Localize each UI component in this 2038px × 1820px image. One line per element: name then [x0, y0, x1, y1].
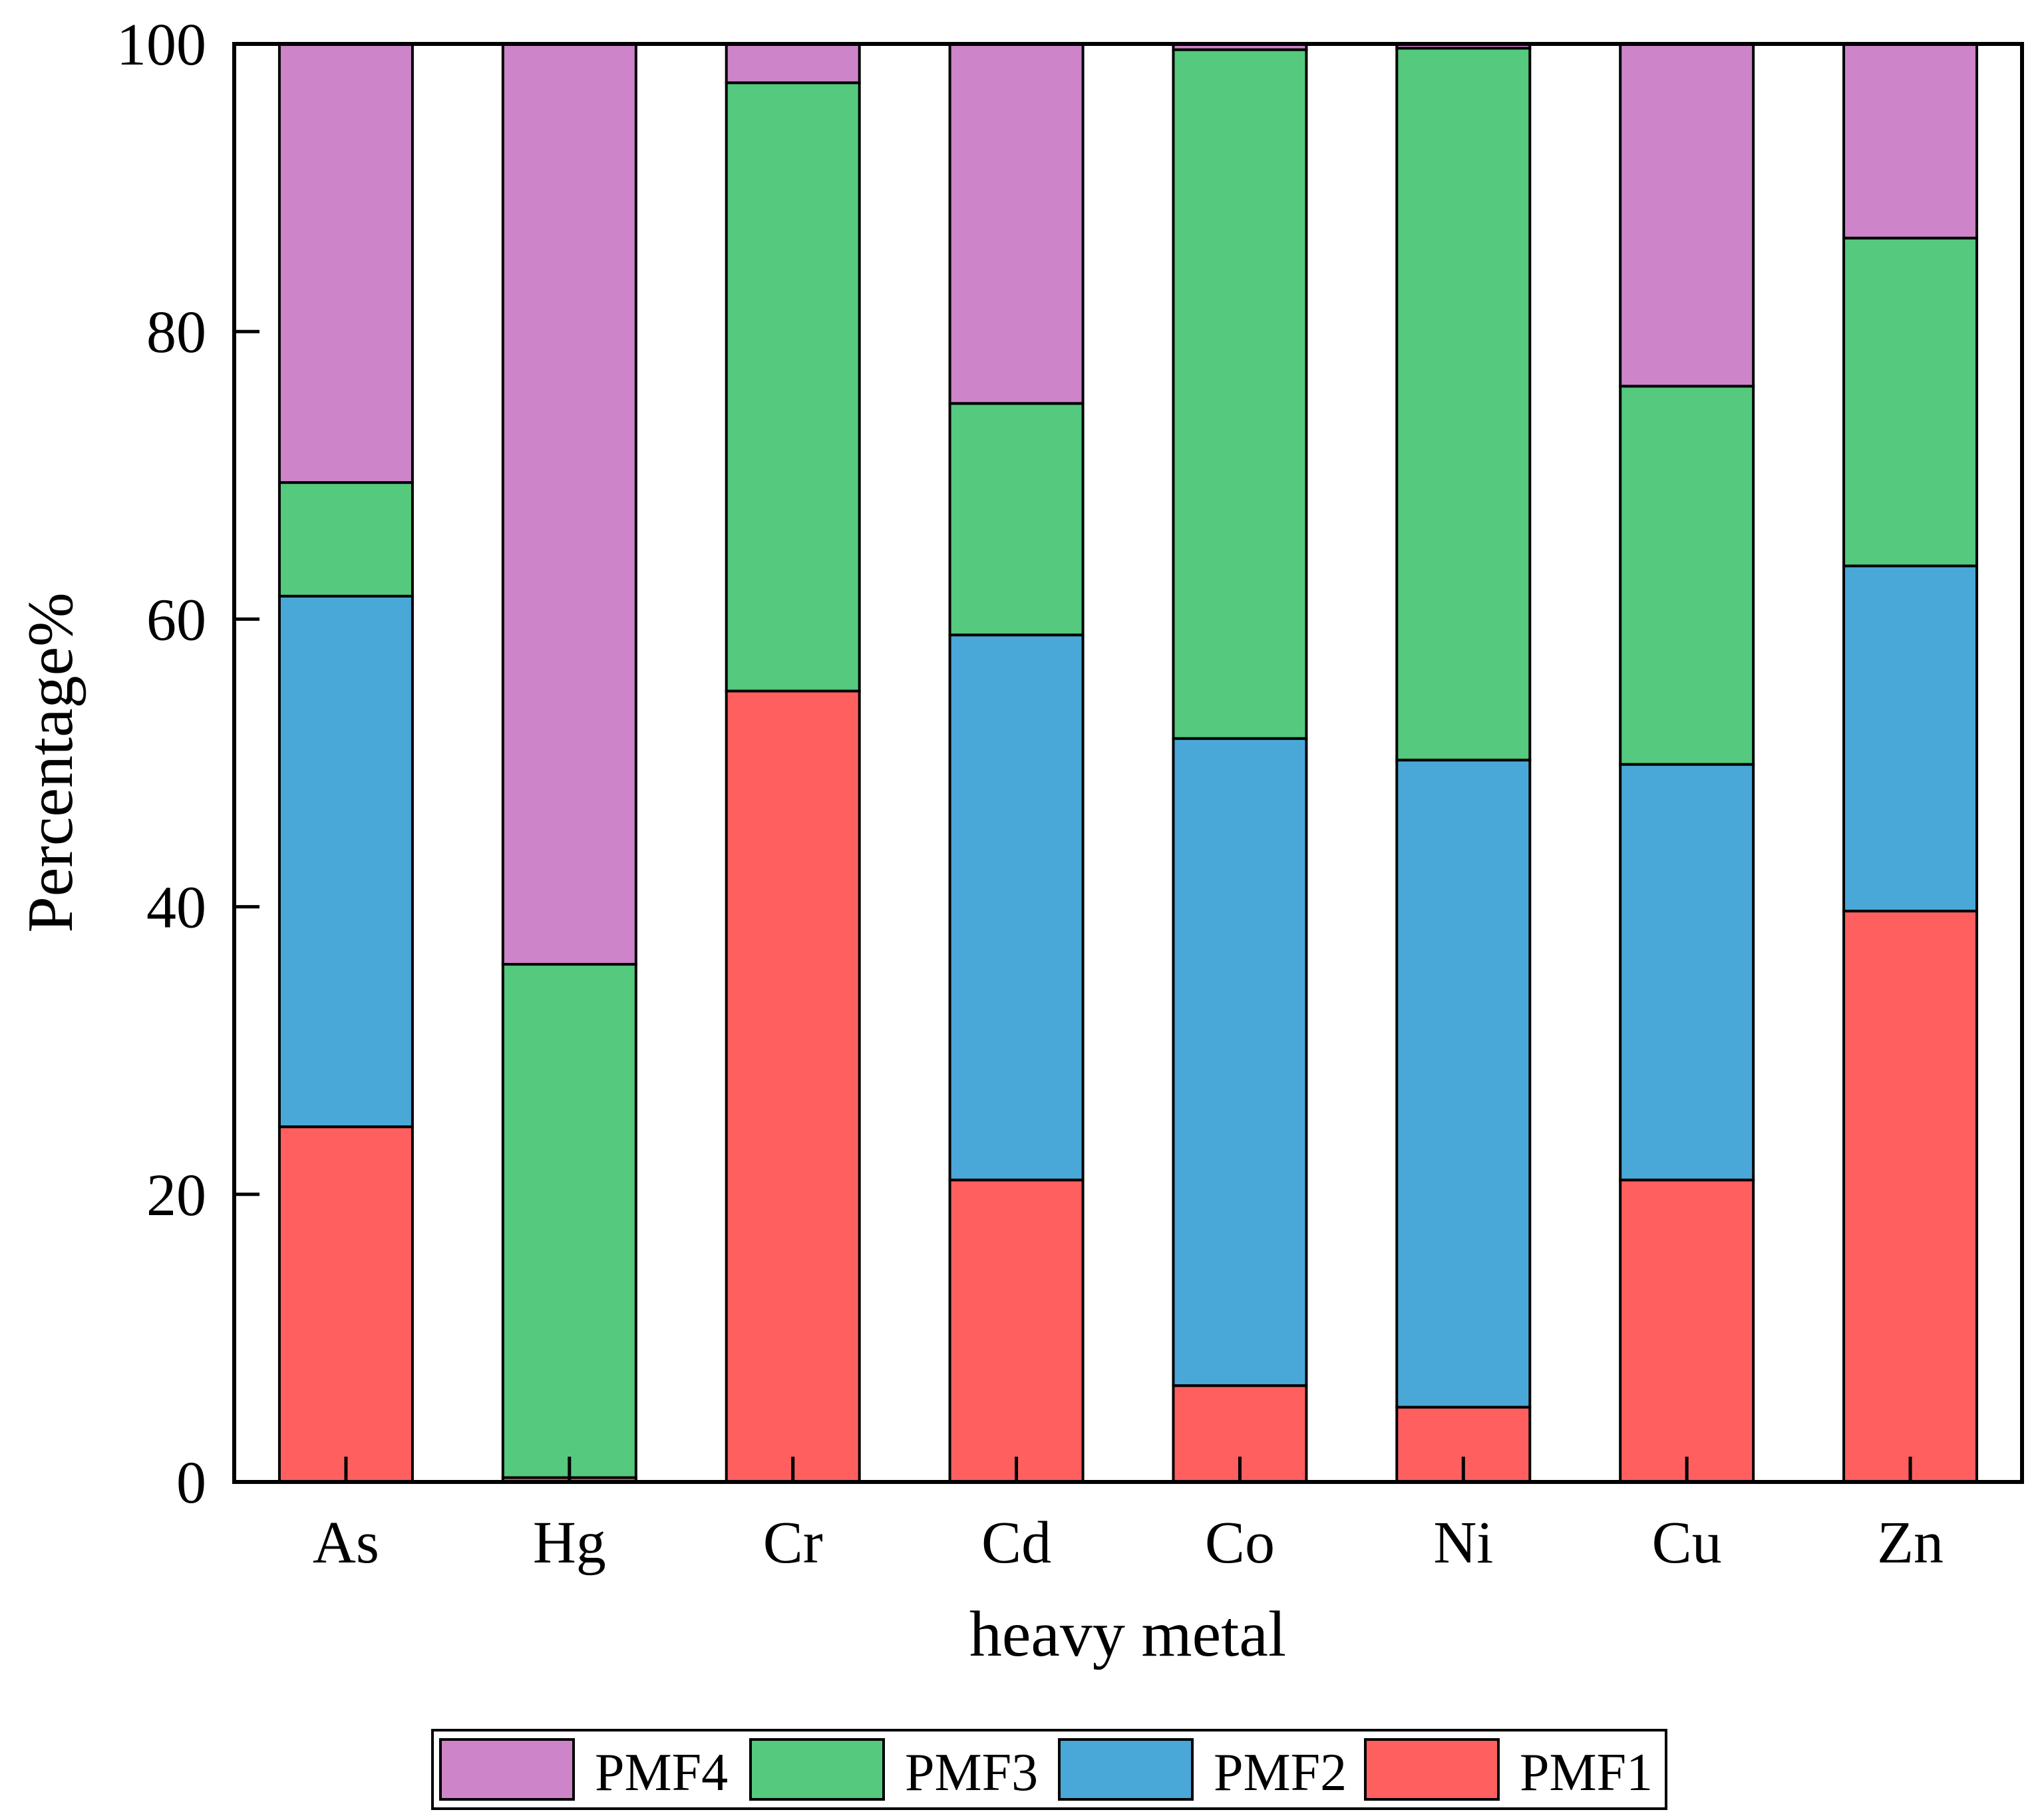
legend-swatch-pmf4: [439, 1738, 575, 1801]
bar-zn-pmf1: [1842, 910, 1979, 1483]
bar-as-pmf3: [277, 481, 414, 598]
bar-cu-pmf4: [1619, 43, 1755, 388]
bar-cu-pmf2: [1619, 763, 1755, 1182]
bar-cr-pmf3: [725, 81, 861, 693]
bar-cr-pmf1: [725, 689, 861, 1483]
y-tick-labels: 0 20 40 60 80 100: [116, 12, 206, 1516]
bar-zn-pmf2: [1842, 564, 1979, 913]
bar-cu-pmf1: [1619, 1179, 1755, 1483]
bar-co-pmf2: [1172, 737, 1308, 1387]
bar-cu-pmf3: [1619, 385, 1755, 766]
y-tick-label-100: 100: [116, 12, 206, 78]
bar-ni-pmf2: [1395, 759, 1532, 1409]
legend-swatch-pmf3: [749, 1738, 885, 1801]
x-axis-label: heavy metal: [969, 1598, 1286, 1670]
bar-cd-pmf4: [948, 43, 1085, 405]
bar-as-pmf1: [277, 1125, 414, 1484]
x-tick-label-zn: Zn: [1877, 1510, 1944, 1576]
legend-label-pmf4: PMF4: [595, 1743, 728, 1802]
y-tick-label-40: 40: [146, 875, 206, 941]
bar-zn-pmf4: [1842, 43, 1979, 240]
bar-cd-pmf3: [948, 402, 1085, 637]
x-tick-label-hg: Hg: [533, 1510, 606, 1576]
bar-as-pmf2: [277, 594, 414, 1129]
y-tick-label-80: 80: [146, 299, 206, 365]
x-tick-labels: As Hg Cr Cd Co Ni Cu Zn: [313, 1510, 1944, 1576]
bars-layer: [277, 43, 1979, 1484]
y-axis-label: Percentage%: [15, 592, 86, 933]
x-tick-label-co: Co: [1205, 1510, 1275, 1576]
x-tick-label-cu: Cu: [1652, 1510, 1722, 1576]
legend-label-pmf1: PMF1: [1520, 1743, 1653, 1802]
x-tick-label-ni: Ni: [1433, 1510, 1493, 1576]
bar-ni-pmf3: [1395, 47, 1532, 762]
legend-frame: [431, 1729, 1667, 1810]
bar-cr-pmf4: [725, 43, 861, 85]
bar-as-pmf4: [277, 43, 414, 484]
legend-swatch-pmf2: [1058, 1738, 1194, 1801]
bar-hg-pmf3: [501, 963, 637, 1479]
bar-zn-pmf3: [1842, 236, 1979, 568]
bar-co-pmf3: [1172, 48, 1308, 740]
bar-hg-pmf4: [501, 43, 637, 966]
bar-cd-pmf1: [948, 1179, 1085, 1483]
legend: PMF4 PMF3 PMF2 PMF1: [431, 1729, 1667, 1810]
x-tick-label-cr: Cr: [763, 1510, 823, 1576]
y-tick-label-60: 60: [146, 587, 206, 653]
x-tick-label-as: As: [313, 1510, 379, 1576]
y-tick-label-0: 0: [176, 1450, 206, 1516]
plot-frame: [232, 42, 2024, 1484]
legend-label-pmf2: PMF2: [1214, 1743, 1347, 1802]
x-tick-label-cd: Cd: [981, 1510, 1051, 1576]
bar-cd-pmf2: [948, 634, 1085, 1182]
legend-swatch-pmf1: [1364, 1738, 1500, 1801]
y-tick-label-20: 20: [146, 1163, 206, 1228]
legend-label-pmf3: PMF3: [905, 1743, 1038, 1802]
